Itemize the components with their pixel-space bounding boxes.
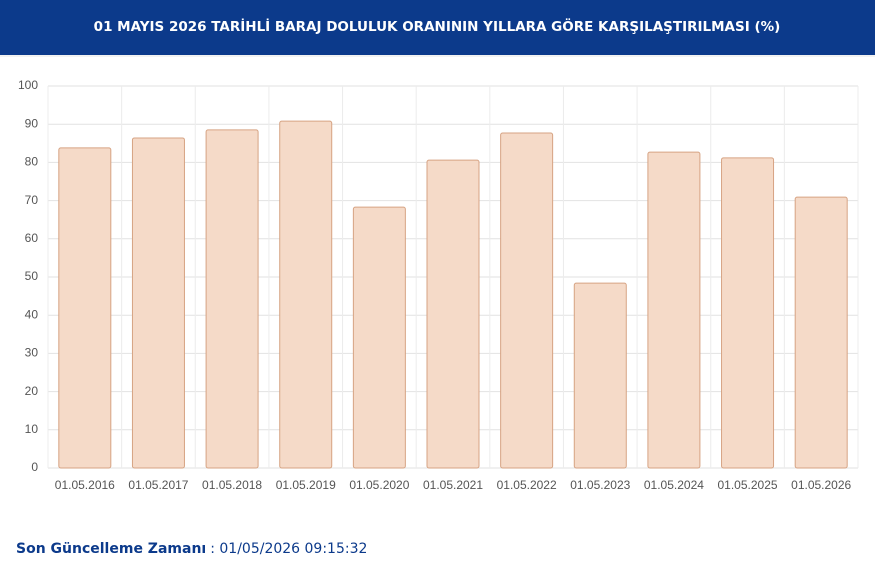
bar: [131, 137, 185, 469]
update-info: Son Güncelleme Zamanı: 01/05/2026 09:15:…: [16, 541, 367, 557]
y-tick-label: 50: [25, 269, 39, 283]
bar: [352, 206, 406, 469]
y-tick-label: 90: [25, 116, 39, 130]
y-tick-label: 80: [25, 155, 39, 169]
y-tick-label: 70: [25, 193, 39, 207]
y-tick-label: 10: [25, 422, 39, 436]
y-tick-label: 0: [31, 460, 38, 474]
x-tick-label: 01.05.2024: [644, 478, 704, 492]
y-tick-label: 30: [25, 346, 39, 360]
chart-title: 01 MAYIS 2026 TARİHLİ BARAJ DOLULUK ORAN…: [94, 17, 781, 35]
bar: [794, 196, 848, 469]
update-label: Son Güncelleme Zamanı: [16, 541, 206, 557]
header-bar: [0, 0, 875, 55]
x-tick-label: 01.05.2022: [497, 478, 557, 492]
x-tick-label: 01.05.2019: [276, 478, 336, 492]
x-tick-label: 01.05.2023: [570, 478, 630, 492]
y-tick-label: 40: [25, 307, 39, 321]
bar: [721, 157, 775, 469]
x-tick-label: 01.05.2026: [791, 478, 851, 492]
x-tick-label: 01.05.2018: [202, 478, 262, 492]
bar: [205, 129, 259, 469]
bar: [500, 132, 554, 469]
y-tick-label: 20: [25, 384, 39, 398]
y-tick-label: 100: [18, 78, 38, 92]
update-value: : 01/05/2026 09:15:32: [210, 541, 367, 557]
bar: [573, 282, 627, 469]
y-tick-label: 60: [25, 231, 39, 245]
x-tick-label: 01.05.2017: [128, 478, 188, 492]
bar: [279, 120, 333, 469]
bar: [58, 147, 112, 469]
x-tick-label: 01.05.2021: [423, 478, 483, 492]
bar: [647, 151, 701, 469]
bar: [426, 159, 480, 469]
x-tick-label: 01.05.2020: [349, 478, 409, 492]
x-tick-label: 01.05.2016: [55, 478, 115, 492]
x-tick-label: 01.05.2025: [718, 478, 778, 492]
